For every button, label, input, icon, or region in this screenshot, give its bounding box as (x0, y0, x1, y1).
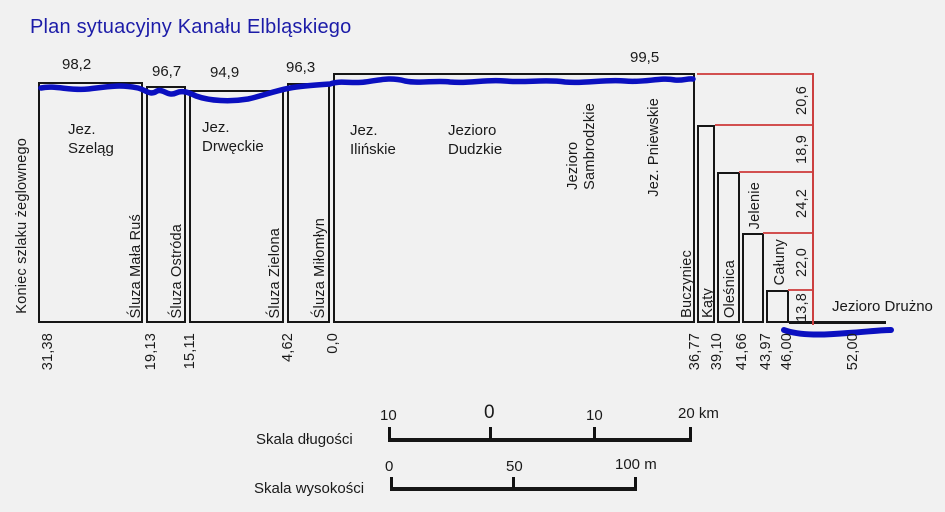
ref-line-vertical (812, 73, 814, 325)
length-scale-tick-2 (593, 427, 596, 439)
lake-label-dudzkie: Jezioro Dudzkie (448, 121, 502, 159)
drop-label-jelenie: 22,0 (794, 247, 810, 277)
elevation-zielona-milomlyn: 96,3 (286, 59, 316, 76)
plane-label-katy: Kąty (700, 288, 716, 318)
distance-label-7: 41,66 (734, 333, 750, 371)
plane-label-buczyniec: Buczyniec (679, 250, 695, 318)
plane-label-jelenie: Jelenie (747, 181, 763, 229)
height-scale-tick-2 (634, 477, 637, 488)
drop-label-olesnica: 24,2 (794, 188, 810, 218)
distance-label-3: 4,62 (280, 333, 296, 363)
elevation-rus-ostroda: 96,7 (152, 63, 182, 80)
length-scale-label-0: 10 (380, 407, 397, 424)
elevation-summit: 99,5 (630, 49, 660, 66)
lake-sambrodzkie-line1: Jezioro (565, 141, 581, 190)
lake-ilinskie-line1: Jez. (350, 122, 378, 139)
length-scale-tick-1 (489, 427, 492, 439)
lock-label-mala-rus: Śluza Mała Ruś (128, 213, 144, 318)
lock-label-zielona: Śluza Zielona (267, 227, 283, 318)
height-scale-tick-1 (512, 477, 515, 488)
terminus-label: Koniec szlaku żeglownego (14, 138, 30, 314)
distance-label-2: 15,11 (182, 333, 198, 370)
lake-label-ilinskie: Jez. Ilińskie (350, 121, 396, 159)
drop-label-caluny: 13,8 (794, 292, 810, 322)
ref-line-jelenie (763, 232, 812, 234)
plane-label-olesnica: Oleśnica (722, 259, 738, 318)
distance-label-8: 43,97 (758, 333, 774, 371)
lake-label-pniewskie: Jez. Pniewskie (646, 98, 662, 197)
length-scale-tick-3 (689, 427, 692, 439)
height-scale-label-1: 50 (506, 458, 523, 475)
plane-label-caluny: Całuny (772, 238, 788, 285)
elevation-szelag: 98,2 (62, 56, 92, 73)
lake-label-szelag: Jez. Szeląg (68, 120, 114, 158)
lock-label-ostroda: Śluza Ostróda (169, 223, 185, 318)
length-scale-tick-0 (388, 427, 391, 439)
distance-label-6: 39,10 (709, 333, 725, 371)
lake-label-sambrodzkie: Jezioro Sambrodzkie (565, 103, 599, 190)
pound-box-jelenie (742, 233, 764, 323)
distance-label-10: 52,00 (845, 333, 861, 371)
lake-drweckie-line2: Drwęckie (202, 138, 264, 155)
diagram-title: Plan sytuacyjny Kanału Elbląskiego (30, 16, 352, 38)
druzno-water-line (781, 327, 894, 338)
length-scale-label-3: 20 km (678, 405, 719, 422)
length-scale-bar (388, 438, 692, 442)
height-scale-bar (390, 487, 637, 491)
height-scale-title: Skala wysokości (254, 480, 365, 497)
pound-box-caluny (766, 290, 789, 323)
distance-label-0: 31,38 (40, 333, 56, 371)
pound-box-katy (697, 125, 715, 323)
ref-line-olesnica (739, 171, 812, 173)
lake-label-druzno: Jezioro Drużno (832, 298, 933, 315)
length-scale-title: Skala długości (256, 431, 353, 448)
lake-dudzkie-line1: Jezioro (448, 122, 497, 139)
lake-drweckie-line1: Jez. (202, 119, 230, 136)
length-scale-label-1: 0 (484, 402, 495, 423)
ref-line-katy (715, 124, 812, 126)
lake-sambrodzkie-line2: Sambrodzkie (582, 103, 598, 190)
distance-label-4: 0,0 (325, 333, 341, 354)
pound-box-summit (333, 73, 695, 323)
pound-box-olesnica (717, 172, 740, 323)
height-scale-label-0: 0 (385, 458, 394, 475)
height-scale-label-2: 100 m (615, 456, 657, 473)
height-scale-tick-0 (390, 477, 393, 488)
distance-label-9: 46,00 (779, 333, 795, 371)
ref-line-summit (697, 73, 812, 75)
druzno-shore-line (789, 321, 886, 324)
distance-label-1: 19,13 (143, 333, 159, 371)
lake-ilinskie-line2: Ilińskie (350, 141, 396, 158)
lake-szelag-line2: Szeląg (68, 140, 114, 157)
elevation-drweckie: 94,9 (210, 64, 240, 81)
lake-label-drweckie: Jez. Drwęckie (202, 118, 264, 156)
drop-label-buczyniec: 20,6 (794, 85, 810, 115)
lock-label-milomlyn: Śluza Miłomłyn (312, 217, 328, 318)
distance-label-5: 36,77 (687, 333, 703, 371)
lake-szelag-line1: Jez. (68, 121, 96, 138)
drop-label-katy: 18,9 (794, 134, 810, 164)
ref-line-caluny (788, 289, 812, 291)
length-scale-label-2: 10 (586, 407, 603, 424)
lake-dudzkie-line2: Dudzkie (448, 141, 503, 158)
